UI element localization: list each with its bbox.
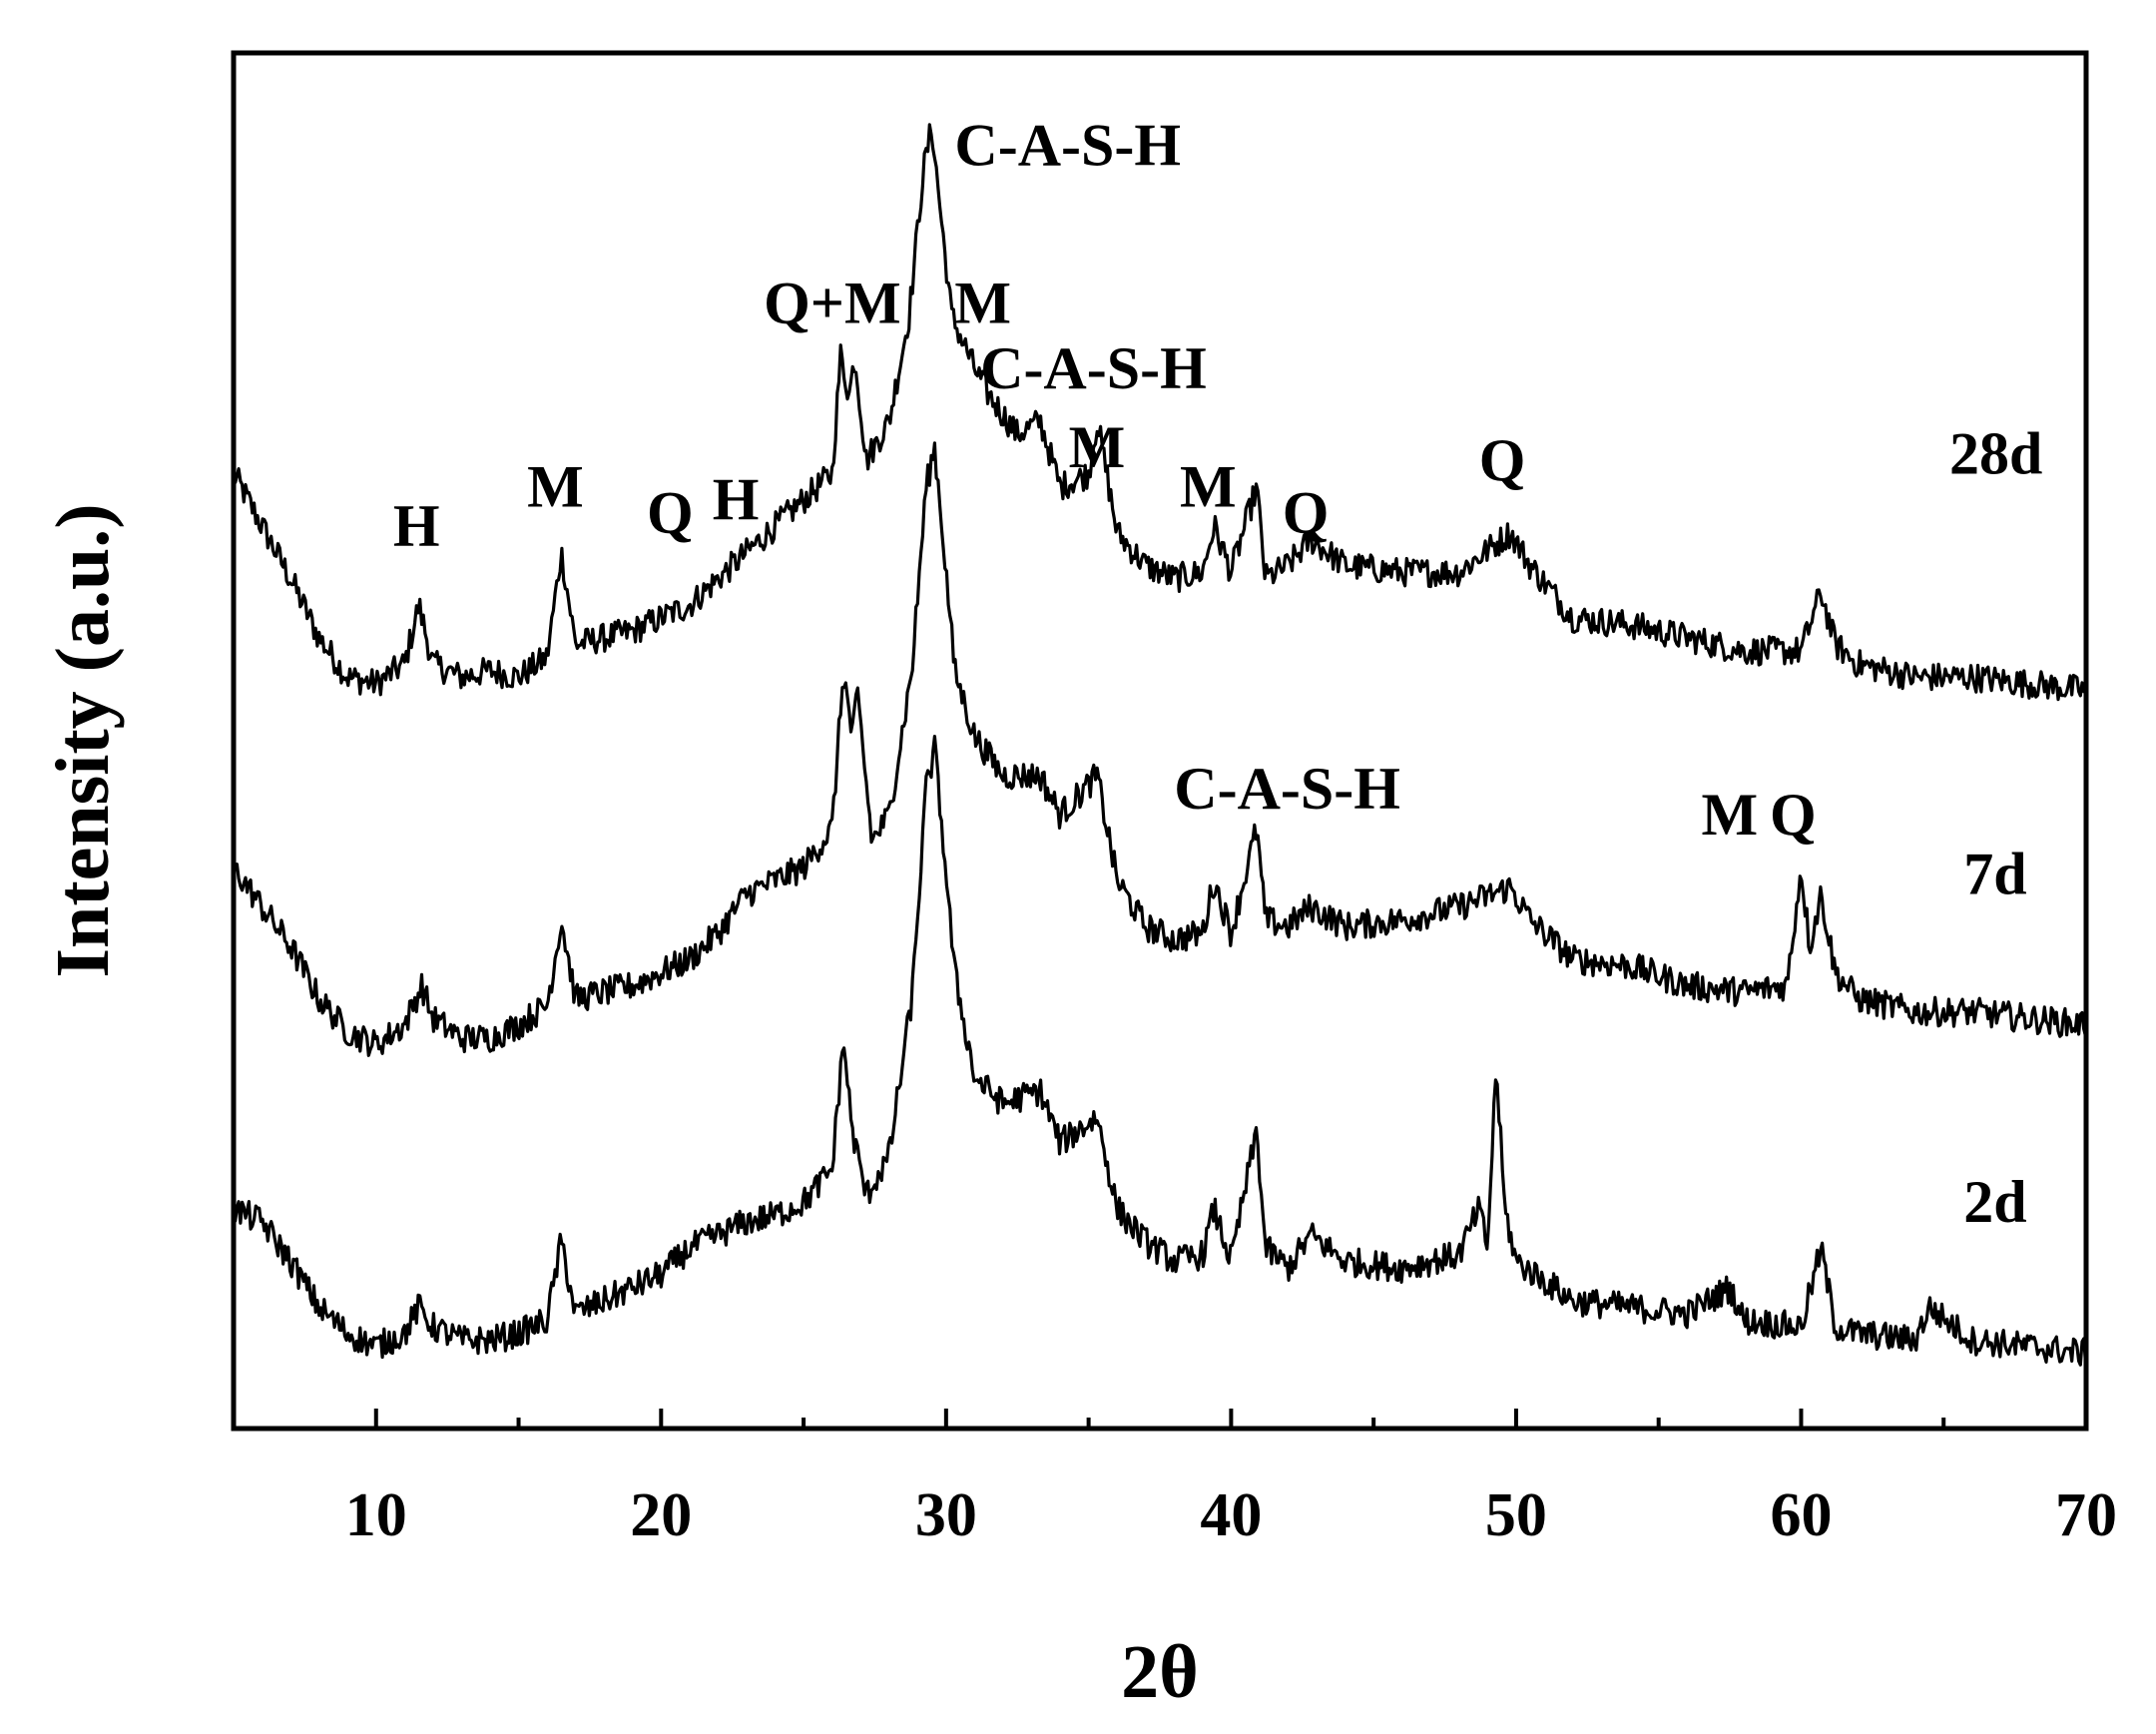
x-tick-label: 10 [345,1481,407,1549]
x-axis-title: 2θ [1121,1630,1199,1714]
phase-annotation: H [393,493,440,559]
phase-annotation: Q+M [764,270,901,335]
phase-annotation: Q [1479,427,1526,493]
x-tick-label: 50 [1485,1481,1547,1549]
phase-annotation: C-A-S-H [1174,756,1400,822]
axis-layer: 10 20 30 40 50 60 70 [232,1409,2117,1549]
series-label-7d: 7d [1963,841,2026,906]
series-label-2d: 2d [1963,1169,2026,1235]
x-tick-label: 30 [915,1481,977,1549]
x-tick-label: 40 [1200,1481,1262,1549]
phase-annotation: Q [1770,782,1817,848]
phase-annotation: M [1069,414,1126,480]
phase-annotation: M [954,270,1011,335]
phase-annotation: M [1180,453,1237,519]
x-tick-label: 60 [1770,1481,1832,1549]
x-tick-label: 70 [2055,1481,2117,1549]
phase-annotation: C-A-S-H [980,335,1207,401]
phase-annotation: H [713,467,760,533]
phase-annotation: M [527,453,584,519]
series-label-28d: 28d [1949,421,2042,487]
phase-annotation: C-A-S-H [954,112,1181,178]
series-line-2d [232,735,2087,1367]
series-layer: 28d 7d 2d [232,123,2087,1367]
y-axis-title: Intensity (a.u.) [41,503,125,977]
plot-frame [231,50,2089,1432]
x-tick-label: 20 [630,1481,692,1549]
phase-annotation: Q [1283,480,1330,546]
series-line-28d [232,123,2087,702]
phase-annotation: M [1702,782,1759,848]
series-line-7d [232,441,2087,1057]
phase-annotation: Q [647,480,694,546]
